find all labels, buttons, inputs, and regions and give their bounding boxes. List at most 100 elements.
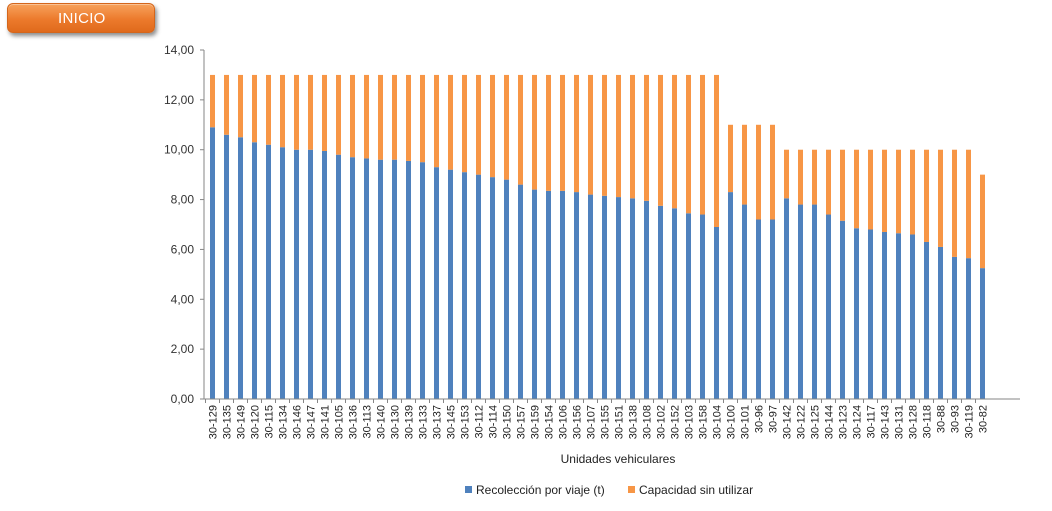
bar-recoleccion bbox=[280, 147, 285, 399]
bar-recoleccion bbox=[210, 127, 215, 400]
y-tick-label: 4,00 bbox=[171, 292, 195, 306]
bar-capacidad bbox=[812, 149, 817, 205]
bar-recoleccion bbox=[224, 134, 229, 399]
x-tick-label: 30-158 bbox=[698, 405, 710, 439]
bar-recoleccion bbox=[238, 137, 243, 399]
bar-capacidad bbox=[392, 74, 397, 160]
bar-recoleccion bbox=[896, 233, 901, 399]
bar-recoleccion bbox=[742, 204, 747, 399]
bar-recoleccion bbox=[672, 208, 677, 399]
y-tick-labels: 0,00 2,00 4,00 6,00 8,00 10,00 12,00 14,00 bbox=[164, 43, 194, 406]
bar-recoleccion bbox=[560, 190, 565, 399]
x-tick-label: 30-134 bbox=[278, 405, 290, 439]
bar-recoleccion bbox=[980, 268, 985, 399]
bar-recoleccion bbox=[812, 204, 817, 399]
bar-capacidad bbox=[420, 74, 425, 163]
bar-capacidad bbox=[882, 149, 887, 232]
bar-capacidad bbox=[742, 124, 747, 205]
bar-recoleccion bbox=[728, 192, 733, 399]
y-tick-label: 0,00 bbox=[171, 392, 195, 406]
bar-recoleccion bbox=[434, 167, 439, 399]
bar-capacidad bbox=[378, 74, 383, 160]
bar-capacidad bbox=[854, 149, 859, 229]
bar-capacidad bbox=[826, 149, 831, 215]
bar-capacidad bbox=[966, 149, 971, 259]
bar-recoleccion bbox=[630, 198, 635, 399]
bar-recoleccion bbox=[336, 154, 341, 399]
x-tick-label: 30-145 bbox=[446, 405, 458, 439]
bars-group bbox=[210, 74, 985, 400]
legend-label-capacidad: Capacidad sin utilizar bbox=[639, 483, 753, 497]
x-tick-label: 30-147 bbox=[306, 405, 318, 439]
bar-capacidad bbox=[210, 74, 215, 128]
x-tick-label: 30-149 bbox=[236, 405, 248, 439]
x-tick-label: 30-152 bbox=[670, 405, 682, 439]
x-tick-label: 30-125 bbox=[810, 405, 822, 439]
x-tick-label: 30-142 bbox=[782, 405, 794, 439]
bar-recoleccion bbox=[658, 205, 663, 399]
bar-recoleccion bbox=[644, 200, 649, 399]
bar-capacidad bbox=[868, 149, 873, 230]
bar-capacidad bbox=[784, 149, 789, 199]
bar-recoleccion bbox=[826, 214, 831, 399]
bar-capacidad bbox=[630, 74, 635, 199]
x-tick-label: 30-119 bbox=[964, 405, 976, 438]
bar-capacidad bbox=[448, 74, 453, 170]
bar-capacidad bbox=[770, 124, 775, 220]
bar-recoleccion bbox=[518, 184, 523, 399]
bar-capacidad bbox=[322, 74, 327, 151]
bar-capacidad bbox=[728, 124, 733, 193]
bar-capacidad bbox=[280, 74, 285, 148]
bar-recoleccion bbox=[574, 192, 579, 399]
x-tick-label: 30-115 bbox=[264, 405, 276, 438]
bar-capacidad bbox=[980, 174, 985, 269]
x-tick-label: 30-103 bbox=[684, 405, 696, 439]
x-tick-label: 30-159 bbox=[530, 405, 542, 439]
bar-recoleccion bbox=[938, 246, 943, 399]
bar-recoleccion bbox=[756, 219, 761, 399]
x-tick-label: 30-112 bbox=[474, 405, 486, 438]
x-tick-label: 30-155 bbox=[600, 405, 612, 439]
bar-capacidad bbox=[462, 74, 467, 173]
inicio-button[interactable]: INICIO bbox=[7, 3, 155, 33]
bar-recoleccion bbox=[294, 149, 299, 399]
bar-recoleccion bbox=[840, 220, 845, 399]
x-tick-label: 30-157 bbox=[516, 405, 528, 439]
x-tick-label: 30-101 bbox=[740, 405, 752, 439]
bar-recoleccion bbox=[924, 241, 929, 399]
x-tick-label: 30-146 bbox=[292, 405, 304, 439]
legend: Recolección por viaje (t) Capacidad sin … bbox=[465, 483, 753, 497]
x-axis-title: Unidades vehiculares bbox=[561, 452, 676, 466]
bar-recoleccion bbox=[588, 194, 593, 399]
y-tick-label: 6,00 bbox=[171, 242, 195, 256]
bar-recoleccion bbox=[686, 213, 691, 399]
x-tick-label: 30-82 bbox=[978, 405, 990, 433]
x-tick-label: 30-106 bbox=[558, 405, 570, 439]
bar-capacidad bbox=[756, 124, 761, 220]
x-tick-label: 30-151 bbox=[614, 405, 626, 439]
bar-recoleccion bbox=[350, 157, 355, 399]
bar-capacidad bbox=[238, 74, 243, 138]
bar-capacidad bbox=[560, 74, 565, 191]
x-tick-label: 30-150 bbox=[502, 405, 514, 439]
x-tick-label: 30-102 bbox=[656, 405, 668, 439]
bar-capacidad bbox=[798, 149, 803, 205]
x-tick-label: 30-141 bbox=[320, 405, 332, 439]
x-tick-label: 30-117 bbox=[866, 405, 878, 438]
bar-recoleccion bbox=[882, 231, 887, 399]
y-tick-label: 10,00 bbox=[164, 143, 194, 157]
bar-capacidad bbox=[308, 74, 313, 150]
bar-capacidad bbox=[266, 74, 271, 145]
x-tick-label: 30-108 bbox=[642, 405, 654, 439]
bar-recoleccion bbox=[602, 195, 607, 399]
x-tick-label: 30-130 bbox=[390, 405, 402, 439]
bar-capacidad bbox=[518, 74, 523, 185]
bar-capacidad bbox=[294, 74, 299, 150]
bar-capacidad bbox=[434, 74, 439, 168]
y-tick-label: 8,00 bbox=[171, 193, 195, 207]
x-tick-label: 30-118 bbox=[922, 405, 934, 438]
x-tick-label: 30-139 bbox=[404, 405, 416, 439]
y-tick-label: 12,00 bbox=[164, 93, 194, 107]
x-tick-label: 30-129 bbox=[208, 405, 220, 439]
